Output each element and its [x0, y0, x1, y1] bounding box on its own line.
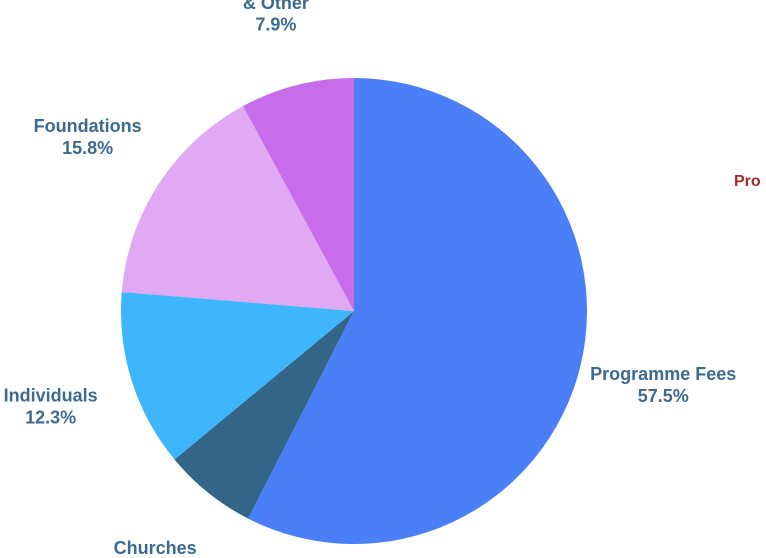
pie-slice-programme-fees: [248, 78, 588, 544]
pie-value-label: 15.8%: [62, 138, 113, 158]
pie-value-label: 12.3%: [25, 407, 76, 427]
clipped-title-text: Pro: [734, 173, 761, 190]
pie-value-label: 7.9%: [255, 15, 296, 35]
pie-slices: [120, 78, 588, 544]
pie-label-individuals: Individuals 12.3%: [4, 385, 98, 427]
pie-category-label: Programme Fees: [590, 364, 736, 384]
pie-label-programme-fees: Programme Fees 57.5%: [590, 364, 736, 406]
pie-category-label: Foundations: [34, 116, 142, 136]
pie-category-label: Churches: [114, 538, 197, 558]
pie-value-label: 57.5%: [638, 386, 689, 406]
pie-slice-foundations: [121, 106, 354, 312]
pie-category-label: Individuals: [4, 385, 98, 405]
pie-label-foundations: Foundations 15.8%: [34, 116, 142, 158]
pie-slice-individuals: [120, 291, 354, 460]
pie-slice-churches: [174, 311, 354, 519]
pie-slice-investment-other: [243, 78, 354, 311]
pie-category-label: & Other: [243, 0, 309, 13]
pie-label-churches: Churches6.5%: [114, 538, 197, 558]
